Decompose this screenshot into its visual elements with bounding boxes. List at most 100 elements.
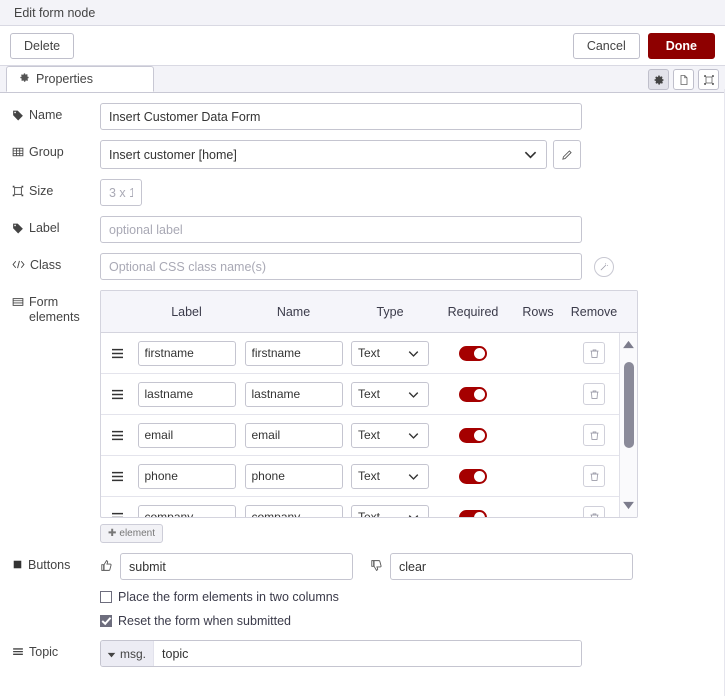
dialog-title: Edit form node bbox=[14, 5, 96, 20]
group-select[interactable]: Insert customer [home] bbox=[100, 140, 547, 169]
table-row: Text bbox=[101, 333, 637, 374]
row-name-input[interactable] bbox=[244, 340, 343, 366]
label-label-text: Label bbox=[29, 221, 60, 235]
clear-button-label-input[interactable] bbox=[390, 553, 633, 580]
delete-button[interactable]: Delete bbox=[10, 32, 75, 59]
tab-properties[interactable]: Properties bbox=[6, 66, 154, 92]
control-name bbox=[100, 103, 713, 130]
group-edit-button[interactable] bbox=[553, 140, 581, 169]
topic-typed-input: msg. bbox=[100, 640, 582, 667]
row-required-toggle[interactable] bbox=[459, 386, 487, 402]
table-header-row: Label Name Type Required Rows Remove bbox=[101, 291, 637, 333]
tab-properties-label: Properties bbox=[36, 72, 93, 86]
table-row: Text bbox=[101, 415, 637, 456]
class-input[interactable] bbox=[100, 253, 582, 280]
tab-bar: Properties bbox=[0, 66, 725, 93]
option-reset-on-submit[interactable]: Reset the form when submitted bbox=[0, 614, 725, 628]
control-form-elements: Label Name Type Required Rows Remove Tex… bbox=[100, 290, 713, 543]
row-name-input[interactable] bbox=[244, 463, 343, 489]
drag-handle-icon[interactable] bbox=[101, 430, 133, 441]
two-columns-checkbox[interactable] bbox=[100, 591, 112, 603]
row-remove-button[interactable] bbox=[583, 342, 605, 364]
tag-icon bbox=[12, 109, 24, 125]
label-form-elements-text: Form elements bbox=[29, 295, 80, 324]
plus-icon: ✚ bbox=[108, 528, 117, 539]
magic-wand-icon-button[interactable] bbox=[594, 256, 614, 277]
label-size: Size bbox=[12, 179, 100, 201]
add-element-label: element bbox=[119, 528, 155, 539]
row-required-toggle[interactable] bbox=[459, 345, 487, 361]
topic-prefix-label: msg. bbox=[120, 646, 147, 661]
label-label: Label bbox=[12, 216, 100, 238]
row-name-input[interactable] bbox=[244, 381, 343, 407]
row-type-select[interactable]: Text bbox=[351, 340, 429, 366]
table-row: Text bbox=[101, 374, 637, 415]
field-row-name: Name bbox=[0, 103, 725, 130]
row-label-input[interactable] bbox=[137, 422, 236, 448]
scrollbar-thumb[interactable] bbox=[624, 362, 634, 448]
submit-button-label-input[interactable] bbox=[120, 553, 353, 580]
row-type-select[interactable]: Text bbox=[351, 463, 429, 489]
scroll-down-arrow-icon[interactable] bbox=[622, 498, 635, 513]
scrollbar-track[interactable] bbox=[620, 356, 637, 494]
topic-type-selector[interactable]: msg. bbox=[101, 641, 155, 666]
size-input[interactable] bbox=[100, 179, 142, 206]
description-icon-button[interactable] bbox=[673, 69, 694, 90]
two-columns-label: Place the form elements in two columns bbox=[118, 590, 339, 604]
row-name-input[interactable] bbox=[244, 422, 343, 448]
list-icon bbox=[12, 296, 24, 312]
name-input[interactable] bbox=[100, 103, 582, 130]
label-name-text: Name bbox=[29, 108, 63, 122]
label-buttons-text: Buttons bbox=[28, 558, 71, 572]
cancel-button[interactable]: Cancel bbox=[572, 32, 640, 59]
row-type-select[interactable]: Text bbox=[351, 381, 429, 407]
row-required-toggle[interactable] bbox=[459, 509, 487, 517]
row-type-select[interactable]: Text bbox=[351, 422, 429, 448]
scroll-up-arrow-icon[interactable] bbox=[622, 337, 635, 352]
control-buttons bbox=[100, 553, 713, 580]
topic-input[interactable] bbox=[154, 641, 581, 666]
label-input[interactable] bbox=[100, 216, 582, 243]
field-row-class: Class bbox=[0, 253, 725, 280]
drag-handle-icon[interactable] bbox=[101, 512, 133, 517]
thumbs-up-icon bbox=[100, 559, 113, 575]
control-topic: msg. bbox=[100, 640, 713, 667]
row-label-input[interactable] bbox=[137, 463, 236, 489]
row-remove-button[interactable] bbox=[583, 383, 605, 405]
table-row: Text bbox=[101, 456, 637, 497]
dialog-primary-actions: Cancel Done bbox=[572, 32, 715, 59]
resize-icon bbox=[12, 185, 24, 201]
appearance-icon-button[interactable] bbox=[698, 69, 719, 90]
gear-icon-button[interactable] bbox=[648, 69, 669, 90]
row-type-select[interactable]: Text bbox=[351, 504, 429, 517]
row-required-toggle[interactable] bbox=[459, 427, 487, 443]
drag-handle-icon[interactable] bbox=[101, 389, 133, 400]
column-header-label: Label bbox=[171, 304, 202, 319]
drag-handle-icon[interactable] bbox=[101, 348, 133, 359]
control-label bbox=[100, 216, 713, 243]
label-group-text: Group bbox=[29, 145, 64, 159]
row-name-input[interactable] bbox=[244, 504, 343, 517]
code-icon bbox=[12, 259, 25, 274]
row-label-input[interactable] bbox=[137, 340, 236, 366]
table-icon bbox=[12, 146, 24, 162]
row-required-toggle[interactable] bbox=[459, 468, 487, 484]
row-label-input[interactable] bbox=[137, 504, 236, 517]
group-select-wrap: Insert customer [home] bbox=[100, 140, 547, 169]
table-scrollbar[interactable] bbox=[619, 333, 637, 517]
field-row-label: Label bbox=[0, 216, 725, 243]
label-topic: Topic bbox=[12, 640, 100, 662]
tab-bar-icon-buttons bbox=[648, 69, 719, 90]
label-group: Group bbox=[12, 140, 100, 162]
row-remove-button[interactable] bbox=[583, 424, 605, 446]
row-remove-button[interactable] bbox=[583, 465, 605, 487]
add-element-button[interactable]: ✚ element bbox=[100, 524, 163, 543]
option-two-columns[interactable]: Place the form elements in two columns bbox=[0, 590, 725, 604]
done-button[interactable]: Done bbox=[647, 32, 715, 59]
row-remove-button[interactable] bbox=[583, 506, 605, 517]
dialog-action-bar: Delete Cancel Done bbox=[0, 26, 725, 66]
row-label-input[interactable] bbox=[137, 381, 236, 407]
form-elements-table: Label Name Type Required Rows Remove Tex… bbox=[100, 290, 638, 518]
drag-handle-icon[interactable] bbox=[101, 471, 133, 482]
reset-on-submit-checkbox[interactable] bbox=[100, 615, 112, 627]
